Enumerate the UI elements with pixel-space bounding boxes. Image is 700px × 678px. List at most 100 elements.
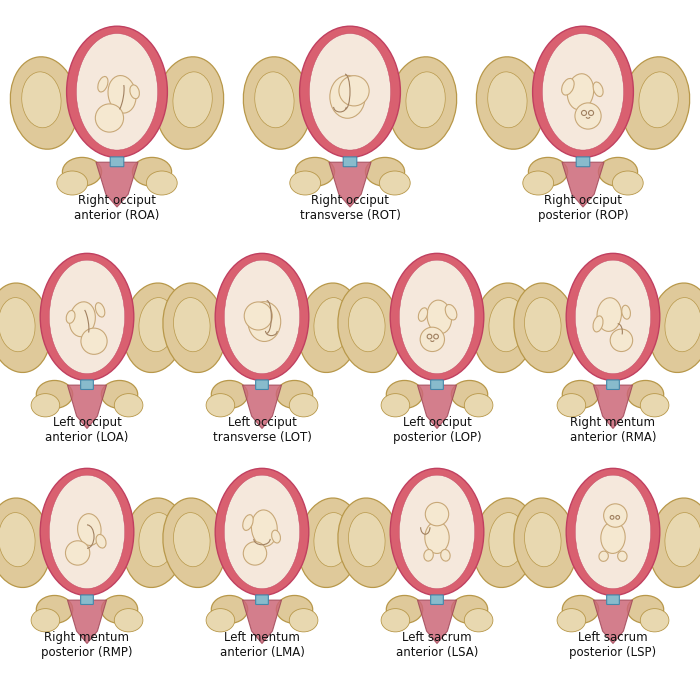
Ellipse shape	[649, 498, 700, 587]
FancyBboxPatch shape	[607, 380, 620, 389]
Polygon shape	[562, 162, 604, 207]
Ellipse shape	[132, 157, 172, 186]
Text: Right mentum
posterior (RMP): Right mentum posterior (RMP)	[41, 631, 133, 659]
Ellipse shape	[66, 26, 167, 157]
Text: Left occiput
posterior (LOP): Left occiput posterior (LOP)	[393, 416, 482, 444]
Ellipse shape	[243, 515, 253, 530]
Ellipse shape	[251, 510, 277, 546]
Ellipse shape	[381, 609, 409, 632]
Ellipse shape	[156, 57, 224, 149]
FancyBboxPatch shape	[343, 157, 357, 167]
Ellipse shape	[617, 551, 627, 561]
Ellipse shape	[272, 530, 281, 543]
Circle shape	[95, 104, 124, 132]
Ellipse shape	[211, 380, 248, 408]
Ellipse shape	[425, 521, 449, 553]
Ellipse shape	[289, 394, 318, 417]
Ellipse shape	[627, 380, 664, 408]
Ellipse shape	[206, 609, 234, 632]
Ellipse shape	[174, 298, 210, 352]
Ellipse shape	[575, 475, 651, 589]
Circle shape	[66, 541, 90, 565]
Ellipse shape	[473, 498, 536, 587]
Ellipse shape	[567, 74, 594, 110]
Ellipse shape	[476, 57, 544, 149]
Ellipse shape	[338, 283, 401, 372]
Ellipse shape	[0, 298, 35, 352]
Ellipse shape	[406, 72, 445, 127]
Ellipse shape	[649, 283, 700, 372]
FancyBboxPatch shape	[110, 157, 124, 167]
Ellipse shape	[365, 157, 405, 186]
Circle shape	[339, 76, 369, 106]
Ellipse shape	[399, 475, 475, 589]
Ellipse shape	[441, 549, 450, 561]
Polygon shape	[329, 162, 371, 207]
Ellipse shape	[330, 75, 365, 118]
Ellipse shape	[640, 394, 669, 417]
Text: Left occiput
anterior (LOA): Left occiput anterior (LOA)	[46, 416, 129, 444]
Ellipse shape	[123, 283, 186, 372]
Circle shape	[81, 328, 107, 355]
Ellipse shape	[123, 498, 186, 587]
Ellipse shape	[575, 260, 651, 374]
Ellipse shape	[114, 394, 143, 417]
Ellipse shape	[40, 468, 134, 595]
Ellipse shape	[314, 513, 351, 567]
Ellipse shape	[76, 33, 158, 150]
Ellipse shape	[248, 302, 281, 342]
FancyBboxPatch shape	[256, 380, 268, 389]
Ellipse shape	[627, 595, 664, 623]
Ellipse shape	[102, 595, 138, 623]
Text: Right mentum
anterior (RMA): Right mentum anterior (RMA)	[570, 416, 657, 444]
Ellipse shape	[10, 57, 78, 149]
Ellipse shape	[452, 595, 488, 623]
Ellipse shape	[163, 498, 226, 587]
Polygon shape	[242, 600, 281, 643]
Text: Left mentum
anterior (LMA): Left mentum anterior (LMA)	[220, 631, 304, 659]
Ellipse shape	[349, 298, 385, 352]
Ellipse shape	[224, 260, 300, 374]
Ellipse shape	[379, 171, 410, 195]
Ellipse shape	[36, 595, 73, 623]
Ellipse shape	[473, 283, 536, 372]
Ellipse shape	[557, 394, 586, 417]
Circle shape	[610, 329, 633, 351]
Polygon shape	[417, 385, 456, 428]
FancyBboxPatch shape	[576, 157, 590, 167]
Ellipse shape	[206, 394, 234, 417]
Ellipse shape	[215, 468, 309, 595]
Ellipse shape	[298, 498, 361, 587]
Ellipse shape	[314, 298, 351, 352]
Ellipse shape	[390, 468, 484, 595]
Ellipse shape	[130, 85, 139, 99]
Ellipse shape	[139, 298, 176, 352]
Ellipse shape	[514, 498, 577, 587]
Ellipse shape	[622, 57, 690, 149]
Ellipse shape	[69, 302, 95, 337]
Ellipse shape	[0, 498, 51, 587]
Ellipse shape	[419, 308, 428, 321]
Ellipse shape	[22, 72, 61, 127]
Ellipse shape	[49, 260, 125, 374]
Ellipse shape	[514, 283, 577, 372]
Ellipse shape	[557, 609, 586, 632]
Ellipse shape	[215, 254, 309, 380]
Ellipse shape	[174, 513, 210, 567]
Ellipse shape	[566, 254, 660, 380]
Ellipse shape	[598, 157, 638, 186]
Ellipse shape	[289, 609, 318, 632]
Ellipse shape	[290, 171, 321, 195]
Ellipse shape	[309, 33, 391, 150]
Ellipse shape	[399, 260, 475, 374]
Text: Right occiput
anterior (ROA): Right occiput anterior (ROA)	[74, 194, 160, 222]
Ellipse shape	[665, 513, 700, 567]
Ellipse shape	[381, 394, 409, 417]
Ellipse shape	[349, 513, 385, 567]
Ellipse shape	[445, 304, 457, 320]
Ellipse shape	[31, 394, 60, 417]
Ellipse shape	[276, 380, 313, 408]
Ellipse shape	[173, 72, 212, 127]
Ellipse shape	[95, 302, 105, 317]
Ellipse shape	[489, 513, 526, 567]
